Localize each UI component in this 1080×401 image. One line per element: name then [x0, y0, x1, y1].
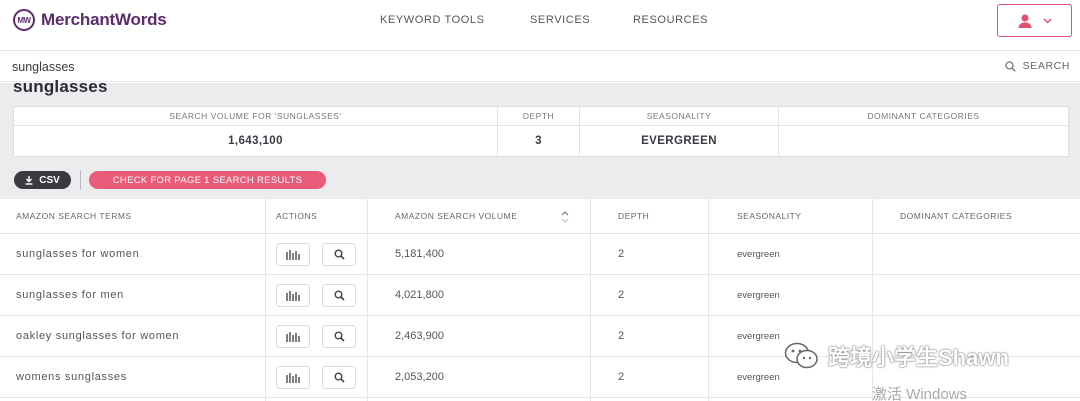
column-divider — [708, 199, 709, 401]
stat-depth: DEPTH 3 — [498, 107, 580, 156]
search-bar: SEARCH — [0, 50, 1080, 82]
col-header-depth[interactable]: DEPTH — [618, 211, 650, 221]
stat-categories-value — [779, 126, 1068, 156]
nav-services[interactable]: SERVICES — [530, 14, 591, 26]
logo-mark-icon: MW — [13, 9, 35, 31]
sort-icon[interactable] — [560, 210, 570, 224]
bar-chart-icon — [286, 332, 300, 342]
wechat-watermark: 跨境小学生Shawn — [784, 340, 1009, 372]
col-header-categories[interactable]: DOMINANT CATEGORIES — [900, 211, 1013, 221]
table-row: womens sunglasses 2,053,200 2 evergreen — [0, 357, 1080, 398]
stat-seasonality-value: EVERGREEN — [641, 135, 717, 147]
chart-button[interactable] — [276, 284, 310, 307]
activate-windows-notice: 激活 Windows — [872, 386, 968, 401]
row-volume: 2,463,900 — [395, 330, 444, 342]
user-icon — [1018, 14, 1032, 28]
download-icon — [25, 175, 33, 185]
brand-logo[interactable]: MW MerchantWords — [13, 9, 167, 31]
csv-label: CSV — [39, 174, 60, 186]
user-menu-button[interactable] — [997, 4, 1072, 37]
column-divider — [367, 199, 368, 401]
watermark-text: 跨境小学生Shawn — [828, 345, 1009, 370]
check-page1-button[interactable]: CHECK FOR PAGE 1 SEARCH RESULTS — [89, 171, 326, 189]
chart-button[interactable] — [276, 366, 310, 389]
search-button-label: SEARCH — [1022, 60, 1070, 72]
search-icon — [334, 331, 345, 342]
keyword-summary: sunglasses SEARCH VOLUME FOR 'SUNGLASSES… — [0, 77, 1080, 199]
nav-keyword-tools[interactable]: KEYWORD TOOLS — [380, 14, 485, 26]
search-term-button[interactable] — [322, 325, 356, 348]
chart-button[interactable] — [276, 243, 310, 266]
row-term[interactable]: womens sunglasses — [16, 371, 127, 383]
stat-volume-header: SEARCH VOLUME FOR 'SUNGLASSES' — [14, 107, 497, 126]
search-term-button[interactable] — [322, 284, 356, 307]
bar-chart-icon — [286, 250, 300, 260]
row-seasonality: evergreen — [737, 372, 780, 383]
col-header-volume[interactable]: AMAZON SEARCH VOLUME — [395, 211, 518, 221]
row-depth: 2 — [618, 248, 625, 260]
search-icon — [334, 372, 345, 383]
search-input[interactable] — [12, 58, 712, 76]
stat-seasonality: SEASONALITY EVERGREEN — [580, 107, 779, 156]
row-term[interactable]: sunglasses for men — [16, 289, 124, 301]
search-term-button[interactable] — [322, 366, 356, 389]
stat-depth-value: 3 — [535, 135, 542, 147]
row-term[interactable]: sunglasses for women — [16, 248, 140, 260]
row-depth: 2 — [618, 371, 625, 383]
search-icon — [1004, 60, 1016, 72]
results-table: AMAZON SEARCH TERMS ACTIONS AMAZON SEARC… — [0, 199, 1080, 401]
top-navbar: MW MerchantWords KEYWORD TOOLS SERVICES … — [0, 0, 1080, 42]
row-seasonality: evergreen — [737, 290, 780, 301]
table-row: sunglasses for men 4,021,800 2 evergreen — [0, 275, 1080, 316]
brand-name: MerchantWords — [41, 10, 167, 29]
search-icon — [334, 290, 345, 301]
table-header: AMAZON SEARCH TERMS ACTIONS AMAZON SEARC… — [0, 199, 1080, 234]
col-header-actions: ACTIONS — [276, 211, 318, 221]
row-depth: 2 — [618, 289, 625, 301]
csv-export-button[interactable]: CSV — [14, 171, 71, 189]
stat-categories-header: DOMINANT CATEGORIES — [779, 107, 1068, 126]
bar-chart-icon — [286, 291, 300, 301]
wechat-icon — [784, 342, 818, 369]
row-volume: 2,053,200 — [395, 371, 444, 383]
nav-resources[interactable]: RESOURCES — [633, 14, 709, 26]
divider — [80, 170, 81, 190]
search-button[interactable]: SEARCH — [1004, 60, 1070, 72]
column-divider — [590, 199, 591, 401]
summary-stats: SEARCH VOLUME FOR 'SUNGLASSES' 1,643,100… — [13, 106, 1069, 157]
column-divider — [872, 199, 873, 401]
row-volume: 5,181,400 — [395, 248, 444, 260]
table-row: oakley sunglasses for women 2,463,900 2 … — [0, 316, 1080, 357]
row-seasonality: evergreen — [737, 249, 780, 260]
stat-depth-header: DEPTH — [498, 107, 579, 126]
stat-categories: DOMINANT CATEGORIES — [779, 107, 1068, 156]
stat-seasonality-header: SEASONALITY — [580, 107, 778, 126]
stat-volume: SEARCH VOLUME FOR 'SUNGLASSES' 1,643,100 — [14, 107, 498, 156]
row-term[interactable]: oakley sunglasses for women — [16, 330, 180, 342]
column-divider — [265, 199, 266, 401]
chart-button[interactable] — [276, 325, 310, 348]
table-row: sunglasses for women 5,181,400 2 evergre… — [0, 234, 1080, 275]
page-title: sunglasses — [13, 77, 108, 96]
search-term-button[interactable] — [322, 243, 356, 266]
chevron-down-icon — [1043, 18, 1052, 23]
row-volume: 4,021,800 — [395, 289, 444, 301]
search-icon — [334, 249, 345, 260]
col-header-seasonality[interactable]: SEASONALITY — [737, 211, 802, 221]
row-seasonality: evergreen — [737, 331, 780, 342]
bar-chart-icon — [286, 373, 300, 383]
row-depth: 2 — [618, 330, 625, 342]
stat-volume-value: 1,643,100 — [228, 135, 283, 147]
col-header-term[interactable]: AMAZON SEARCH TERMS — [16, 211, 132, 221]
